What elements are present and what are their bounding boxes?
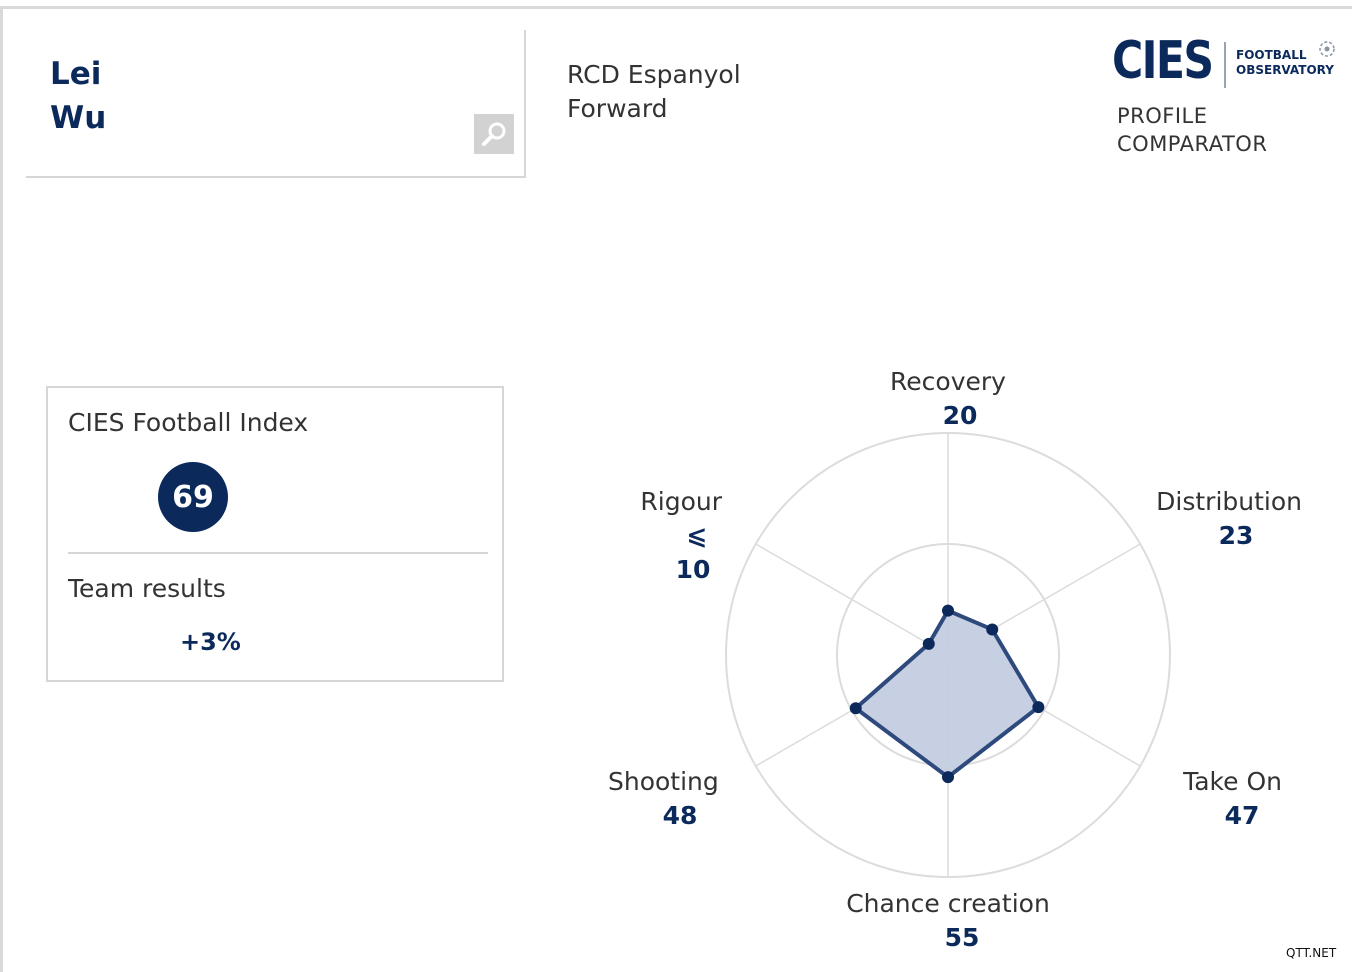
axis-value-rigour: 10 xyxy=(676,555,711,584)
logo-subtitle: FOOTBALL OBSERVATORY xyxy=(1236,48,1334,78)
axis-value-chance-creation: 55 xyxy=(945,923,980,952)
index-value-badge: 69 xyxy=(158,462,228,532)
index-label: CIES Football Index xyxy=(68,408,309,437)
player-last-name: Wu xyxy=(50,100,107,136)
axis-value-shooting: 48 xyxy=(663,801,698,830)
team-results-value: +3% xyxy=(180,628,241,656)
axis-value-recovery: 20 xyxy=(943,401,978,430)
radar-point-distribution xyxy=(986,623,999,636)
axis-label-recovery: Recovery xyxy=(890,367,1006,396)
radar-point-shooting xyxy=(849,702,862,715)
football-icon xyxy=(1319,41,1335,57)
player-first-name: Lei xyxy=(50,56,102,92)
team-results-label: Team results xyxy=(68,574,226,603)
axis-value-take-on: 47 xyxy=(1225,801,1260,830)
radar-point-take-on xyxy=(1032,701,1045,714)
logo-wordmark: CIES xyxy=(1112,31,1214,91)
logo-line-2: OBSERVATORY xyxy=(1236,63,1334,77)
axis-label-chance-creation: Chance creation xyxy=(846,889,1050,918)
axis-label-take-on: Take On xyxy=(1182,767,1282,796)
frame-left-border xyxy=(0,6,3,972)
axis-qualifier-rigour: ⩽ xyxy=(687,521,708,550)
radar-chart: Recovery 20 Distribution 23 Take On 47 Chance … xyxy=(608,367,1302,952)
logo-line-1: FOOTBALL xyxy=(1236,48,1307,62)
radar-point-rigour xyxy=(922,637,935,650)
frame-top-border xyxy=(0,6,1352,9)
watermark: QTT.NET xyxy=(1286,946,1337,960)
axis-label-shooting: Shooting xyxy=(608,767,719,796)
radar-spoke-6 xyxy=(755,543,949,656)
tool-title-line-1: PROFILE xyxy=(1117,104,1208,128)
index-panel: CIES Football Index 69 Team results +3% xyxy=(46,386,504,682)
axis-label-rigour: Rigour xyxy=(640,487,722,516)
search-icon xyxy=(482,122,506,146)
logo-divider xyxy=(1224,42,1226,88)
player-search-box[interactable]: Lei Wu xyxy=(26,30,526,178)
search-button[interactable] xyxy=(474,114,514,154)
radar-point-recovery xyxy=(942,604,954,617)
club-info: RCD Espanyol Forward xyxy=(567,58,741,126)
club-name: RCD Espanyol xyxy=(567,60,741,89)
index-divider xyxy=(68,552,488,554)
tool-title: PROFILE COMPARATOR xyxy=(1117,102,1267,158)
axis-label-distribution: Distribution xyxy=(1156,487,1302,516)
tool-title-line-2: COMPARATOR xyxy=(1117,132,1268,156)
cies-logo: CIES FOOTBALL OBSERVATORY xyxy=(1112,28,1338,94)
axis-value-distribution: 23 xyxy=(1219,521,1254,550)
radar-area xyxy=(853,608,1041,780)
player-position: Forward xyxy=(567,94,668,123)
radar-point-chance-creation xyxy=(942,771,954,784)
